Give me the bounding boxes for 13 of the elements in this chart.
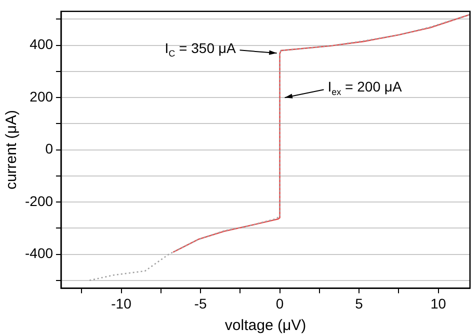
- y-tick-label: -200: [24, 192, 54, 209]
- line-series: [88, 14, 470, 282]
- y-tick-label: -400: [24, 245, 54, 262]
- y-tick-label: 400: [30, 36, 54, 52]
- y-tick-label: 0: [45, 140, 54, 157]
- x-tick-label: 0: [276, 295, 284, 312]
- x-tick-label: 5: [355, 295, 364, 312]
- x-tick-label: -10: [111, 295, 132, 312]
- y-axis-title: current (μA): [3, 110, 20, 190]
- x-axis-title: voltage (μV): [224, 317, 306, 334]
- x-tick-label: 10: [430, 295, 446, 312]
- x-tick-label: -5: [194, 295, 207, 312]
- y-tick-label: 200: [30, 88, 54, 104]
